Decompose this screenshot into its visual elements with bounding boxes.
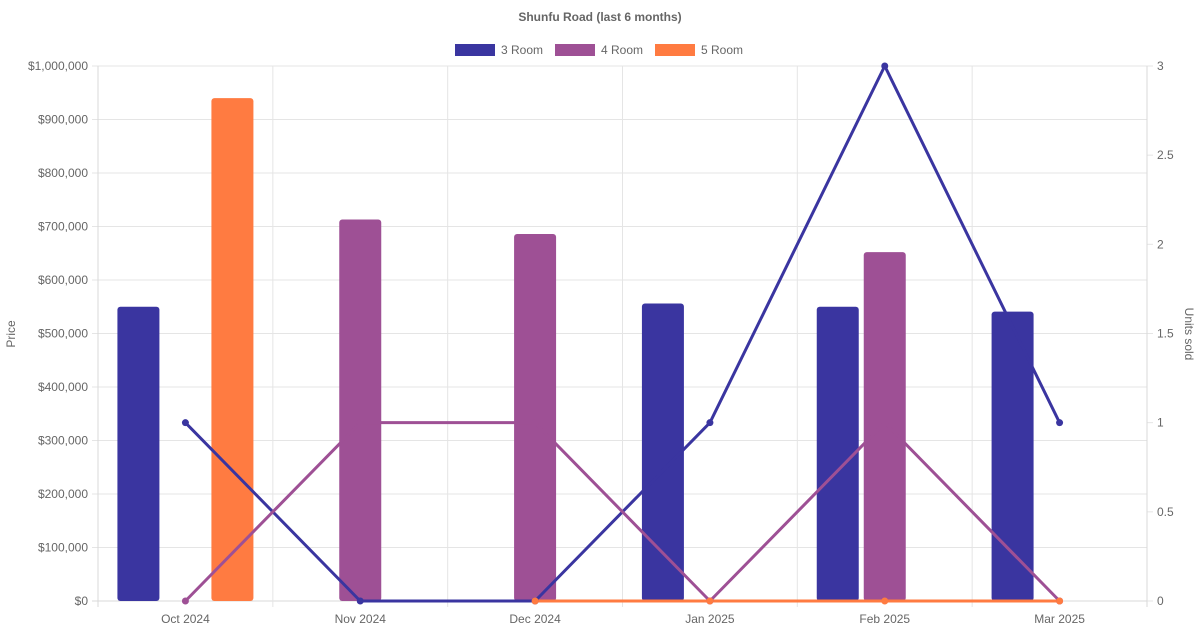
left-tick-label: $700,000 (38, 220, 88, 234)
left-tick-label: $100,000 (38, 541, 88, 555)
lines (184, 64, 1061, 603)
point-3-room (181, 419, 189, 427)
point-5-room (706, 597, 714, 605)
legend-label: 3 Room (501, 43, 543, 57)
left-tick-label: $300,000 (38, 434, 88, 448)
bar-4-room (514, 233, 557, 602)
point-5-room (531, 597, 539, 605)
left-tick-label: $200,000 (38, 487, 88, 501)
legend: 3 Room 4 Room 5 Room (455, 43, 743, 57)
bar-3-room (641, 303, 684, 601)
legend-swatch (655, 44, 695, 56)
right-tick-label: 1.5 (1157, 327, 1174, 341)
legend-item: 5 Room (655, 43, 743, 57)
point-4-room (181, 597, 189, 605)
x-tick-label: Oct 2024 (161, 612, 210, 626)
bar-3-room (816, 306, 859, 601)
legend-item: 4 Room (555, 43, 643, 57)
legend-swatch (555, 44, 595, 56)
x-tick-label: Jan 2025 (685, 612, 735, 626)
grid (92, 65, 1153, 607)
right-tick-label: 0.5 (1157, 505, 1174, 519)
legend-label: 4 Room (601, 43, 643, 57)
point-5-room (1056, 597, 1064, 605)
left-tick-label: $0 (75, 594, 89, 608)
point-3-room (881, 62, 889, 70)
right-tick-label: 3 (1157, 59, 1164, 73)
x-axis: Oct 2024 Nov 2024 Dec 2024 Jan 2025 Feb 2025… (161, 612, 1085, 626)
bar-3-room (991, 311, 1034, 601)
bar-4-room (339, 219, 382, 602)
point-3-room (1056, 419, 1064, 427)
left-tick-label: $900,000 (38, 113, 88, 127)
right-tick-label: 0 (1157, 594, 1164, 608)
point-5-room (881, 597, 889, 605)
left-tick-label: $600,000 (38, 273, 88, 287)
left-tick-label: $500,000 (38, 327, 88, 341)
left-axis-title: Price (4, 320, 18, 348)
chart-title: Shunfu Road (last 6 months) (518, 10, 681, 24)
bar-3-room (117, 306, 160, 601)
x-tick-label: Mar 2025 (1034, 612, 1085, 626)
left-tick-label: $800,000 (38, 166, 88, 180)
bar-4-room (863, 252, 906, 601)
bars (117, 98, 1034, 602)
left-tick-label: $1,000,000 (28, 59, 88, 73)
line-4-room (184, 421, 1061, 603)
points (181, 62, 1064, 605)
right-tick-label: 2.5 (1157, 148, 1174, 162)
right-axis-title: Units sold (1182, 308, 1196, 361)
x-tick-label: Feb 2025 (859, 612, 910, 626)
legend-item: 3 Room (455, 43, 543, 57)
legend-label: 5 Room (701, 43, 743, 57)
x-tick-label: Dec 2024 (509, 612, 561, 626)
bar-5-room (211, 98, 254, 601)
right-tick-label: 1 (1157, 416, 1164, 430)
left-tick-label: $400,000 (38, 380, 88, 394)
right-tick-label: 2 (1157, 237, 1164, 251)
point-4-room (881, 419, 889, 427)
x-tick-label: Nov 2024 (335, 612, 387, 626)
right-axis: 0 0.5 1 1.5 2 2.5 3 (1157, 59, 1174, 608)
point-4-room (356, 419, 364, 427)
left-axis: $0 $100,000 $200,000 $300,000 $400,000 $500,0… (28, 59, 88, 608)
point-4-room (531, 419, 539, 427)
point-3-room (706, 419, 714, 427)
legend-swatch (455, 44, 495, 56)
point-3-room (356, 597, 364, 605)
